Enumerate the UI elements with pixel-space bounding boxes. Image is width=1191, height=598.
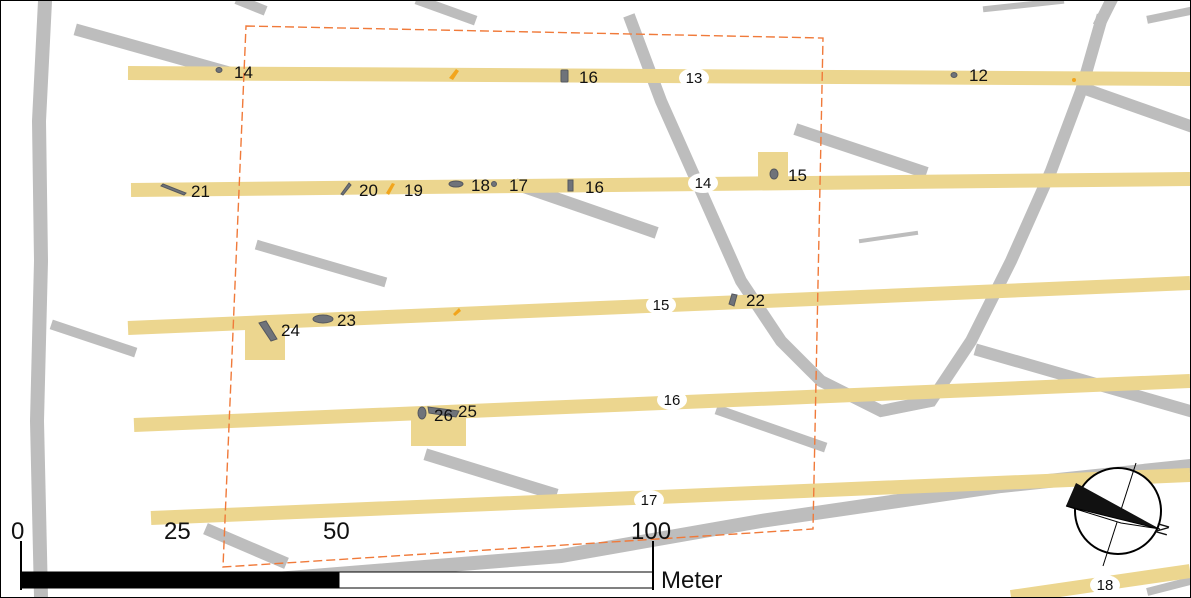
trench bbox=[127, 66, 1190, 86]
scale-unit-label: Meter bbox=[661, 567, 722, 594]
ditch bbox=[793, 123, 929, 179]
ditch bbox=[73, 23, 239, 81]
feature-label: 24 bbox=[281, 321, 300, 340]
ditch bbox=[414, 1, 478, 26]
ditch bbox=[858, 230, 919, 244]
scale-tick-label: 100 bbox=[631, 518, 671, 545]
feature-label: 14 bbox=[234, 63, 253, 82]
ditch bbox=[234, 1, 268, 16]
trench-number-bubble bbox=[634, 490, 664, 510]
ditch bbox=[29, 1, 53, 597]
feature bbox=[560, 69, 569, 83]
ditch-layer bbox=[29, 1, 1190, 597]
feature bbox=[340, 182, 352, 196]
survey-boundary bbox=[222, 25, 824, 568]
feature-label: 17 bbox=[509, 176, 528, 195]
scale-bar-white-segment bbox=[338, 571, 654, 589]
trench-number-bubble bbox=[679, 68, 709, 88]
feature-label: 15 bbox=[788, 166, 807, 185]
trench-number-bubble bbox=[688, 173, 718, 193]
trench-number-layer: 13 14 15 16 17 18 bbox=[634, 68, 1120, 595]
feature-label: 16 bbox=[579, 68, 598, 87]
trench-number: 13 bbox=[686, 70, 703, 87]
feature-label: 25 bbox=[458, 402, 477, 421]
finding bbox=[449, 69, 459, 80]
scale-tick-label: 0 bbox=[11, 518, 24, 545]
north-arrow-label: N bbox=[1152, 521, 1174, 538]
feature bbox=[491, 181, 497, 187]
feature-label: 23 bbox=[337, 311, 356, 330]
ditch bbox=[203, 523, 289, 569]
ditch bbox=[254, 239, 388, 288]
ditch bbox=[982, 1, 1065, 13]
feature bbox=[728, 293, 738, 307]
trench-number: 16 bbox=[664, 392, 681, 409]
feature-label: 21 bbox=[191, 182, 210, 201]
feature bbox=[950, 72, 958, 78]
feature-label-layer: 14 16 12 21 20 19 18 17 16 15 24 23 22 26 25 bbox=[191, 63, 988, 425]
finding-layer bbox=[386, 69, 1076, 316]
finding bbox=[453, 308, 461, 316]
scale-bar-black-segment bbox=[20, 571, 340, 589]
feature-label: 26 bbox=[434, 406, 453, 425]
feature-label: 18 bbox=[471, 176, 490, 195]
ditch bbox=[513, 178, 659, 239]
ditch bbox=[49, 319, 138, 358]
feature bbox=[448, 180, 464, 188]
feature bbox=[567, 179, 574, 192]
ditch bbox=[1146, 576, 1190, 596]
trench bbox=[150, 468, 1190, 525]
ditch bbox=[1083, 83, 1190, 133]
scale-bar: 0 25 50 100 Meter bbox=[11, 518, 722, 594]
feature bbox=[160, 183, 187, 196]
feature-label: 12 bbox=[969, 66, 988, 85]
feature bbox=[312, 314, 334, 324]
trench bbox=[130, 172, 1190, 197]
scale-tick-label: 25 bbox=[164, 518, 191, 545]
finding bbox=[386, 183, 395, 195]
feature bbox=[258, 320, 278, 342]
feature-label: 19 bbox=[404, 181, 423, 200]
feature bbox=[417, 406, 427, 420]
trench-number: 15 bbox=[653, 297, 670, 314]
feature-label: 16 bbox=[585, 178, 604, 197]
feature bbox=[769, 168, 779, 180]
trench-number-bubble bbox=[657, 390, 687, 410]
trench-number: 17 bbox=[641, 492, 658, 509]
feature bbox=[215, 67, 223, 73]
trench-number-bubble bbox=[1090, 575, 1120, 595]
north-arrow-icon: N bbox=[1065, 462, 1174, 567]
ditch bbox=[1146, 6, 1190, 24]
trench-number-bubble bbox=[646, 295, 676, 315]
feature-label: 22 bbox=[746, 291, 765, 310]
ditch bbox=[714, 404, 828, 453]
trench-number: 14 bbox=[695, 175, 712, 192]
scale-tick-label: 50 bbox=[323, 518, 350, 545]
trench-number: 18 bbox=[1097, 577, 1114, 594]
finding bbox=[1072, 78, 1076, 82]
feature bbox=[427, 406, 460, 418]
ditch bbox=[1092, 1, 1118, 30]
ditch bbox=[423, 448, 559, 501]
feature-layer bbox=[160, 67, 958, 420]
feature-label: 20 bbox=[359, 181, 378, 200]
